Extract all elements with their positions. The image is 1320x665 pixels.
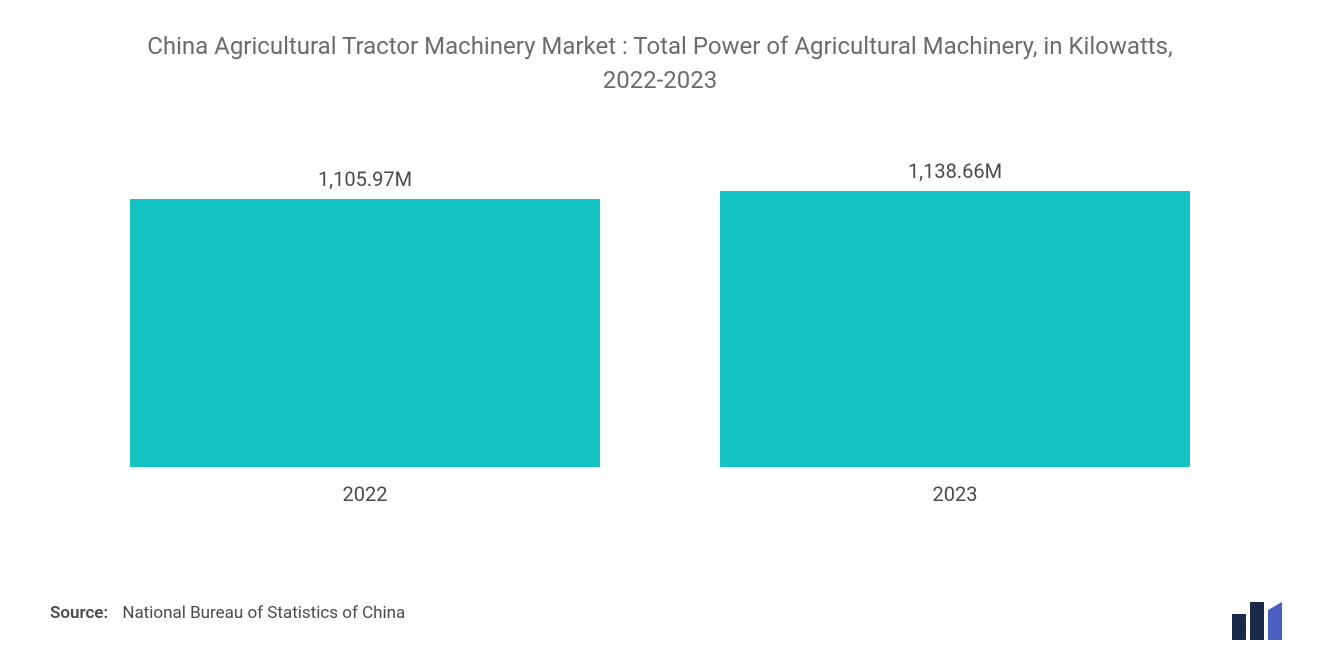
source-line: Source: National Bureau of Statistics of… bbox=[50, 603, 405, 623]
bar-value-label-2023: 1,138.66M bbox=[908, 159, 1002, 183]
bar-2023 bbox=[720, 191, 1190, 467]
category-label-2022: 2022 bbox=[130, 482, 600, 506]
bar-value-label-2022: 1,105.97M bbox=[318, 167, 412, 191]
bar-2022 bbox=[130, 199, 600, 467]
category-label-2023: 2023 bbox=[720, 482, 1190, 506]
chart-title: China Agricultural Tractor Machinery Mar… bbox=[145, 30, 1175, 97]
bar-group-2022: 1,105.97M bbox=[130, 167, 600, 467]
chart-container: China Agricultural Tractor Machinery Mar… bbox=[0, 0, 1320, 665]
source-label: Source: bbox=[50, 603, 108, 623]
bars-area: 1,105.97M 1,138.66M bbox=[50, 157, 1270, 467]
brand-logo bbox=[1230, 600, 1285, 640]
logo-icon bbox=[1230, 600, 1285, 640]
bar-group-2023: 1,138.66M bbox=[720, 159, 1190, 467]
source-text: National Bureau of Statistics of China bbox=[122, 603, 405, 623]
category-labels: 2022 2023 bbox=[50, 482, 1270, 506]
